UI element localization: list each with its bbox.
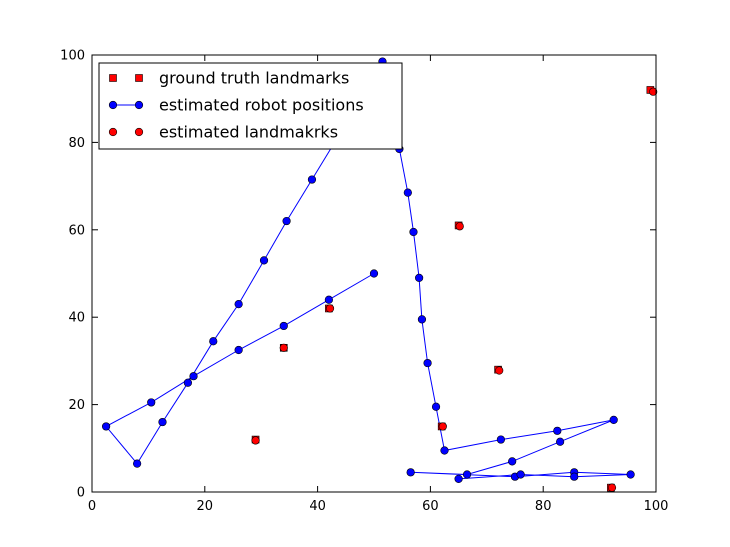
series-1-point-29 xyxy=(556,437,565,446)
x-tick-label-2: 40 xyxy=(309,499,326,514)
series-1-point-28 xyxy=(609,415,618,424)
series-1-point-14 xyxy=(307,175,317,184)
series-1-point-10 xyxy=(209,337,218,346)
y-tick-label-1: 20 xyxy=(68,398,85,413)
series-2-point-2 xyxy=(325,304,335,313)
legend-marker-b-1 xyxy=(134,100,144,110)
legend-box xyxy=(98,62,403,150)
series-1-point-25 xyxy=(440,446,449,455)
series-1-point-26 xyxy=(496,435,506,444)
series-1-point-37 xyxy=(516,470,525,479)
series-1-point-13 xyxy=(282,216,291,226)
series-1-point-36 xyxy=(570,472,579,481)
series-2-point-6 xyxy=(607,483,617,492)
series-1-point-22 xyxy=(417,315,427,324)
plot-frame xyxy=(91,54,657,493)
legend: ground truth landmarks estimated robot po… xyxy=(98,62,403,150)
series-1-point-3 xyxy=(234,345,243,355)
series-1-point-0 xyxy=(369,269,379,278)
legend-label-0: ground truth landmarks xyxy=(159,69,349,88)
x-tick-label-5: 100 xyxy=(644,499,669,514)
series-1-point-8 xyxy=(158,417,167,427)
series-2-point-1 xyxy=(279,343,288,352)
y-tick-label-2: 40 xyxy=(68,311,85,326)
series-1-point-6 xyxy=(101,422,111,431)
series-1-point-9 xyxy=(183,378,192,387)
series-2-point-7 xyxy=(649,87,658,96)
series-1-point-2 xyxy=(279,321,288,331)
x-tick-label-0: 0 xyxy=(88,499,96,514)
legend-label-1: estimated robot positions xyxy=(159,96,364,115)
x-tick-label-4: 80 xyxy=(535,499,552,514)
legend-marker-a-0 xyxy=(109,74,117,82)
series-2-point-4 xyxy=(455,222,464,231)
series-1-point-4 xyxy=(189,372,198,381)
series-1-point-21 xyxy=(415,273,424,282)
x-tick-label-1: 20 xyxy=(197,499,214,514)
series-1-point-24 xyxy=(431,402,441,411)
series-2-point-3 xyxy=(438,422,447,431)
y-tick-label-5: 100 xyxy=(60,49,85,64)
legend-label-2: estimated landmakrks xyxy=(159,123,338,142)
data-points xyxy=(101,57,658,492)
y-tick-label-4: 80 xyxy=(68,136,85,151)
series-1-point-11 xyxy=(234,299,243,309)
series-1-point-20 xyxy=(409,227,418,237)
legend-marker-b-0 xyxy=(135,74,143,82)
axis-ticks: 0 20 40 60 80 100 0 20 40 60 80 100 xyxy=(60,49,668,515)
series-1-point-27 xyxy=(553,426,562,435)
series-1-point-12 xyxy=(259,256,269,265)
y-tick-label-0: 0 xyxy=(77,486,85,501)
series-1-point-19 xyxy=(403,188,412,197)
x-tick-label-3: 60 xyxy=(422,499,439,514)
legend-marker-b-2 xyxy=(134,127,144,137)
series-2-point-5 xyxy=(495,366,504,375)
series-2-point-0 xyxy=(251,436,260,445)
series-1-point-5 xyxy=(147,398,156,407)
series-1-point-35 xyxy=(626,470,635,479)
series-1-point-7 xyxy=(133,459,142,468)
series-1-point-31 xyxy=(462,470,472,479)
series-1-point-32 xyxy=(406,468,415,477)
y-tick-label-3: 60 xyxy=(68,223,85,238)
series-1-point-1 xyxy=(324,295,333,304)
legend-marker-a-1 xyxy=(108,100,118,110)
series-1-point-30 xyxy=(508,457,517,466)
series-1-point-38 xyxy=(454,474,463,483)
legend-marker-a-2 xyxy=(108,127,118,137)
series-1-point-23 xyxy=(423,358,432,368)
